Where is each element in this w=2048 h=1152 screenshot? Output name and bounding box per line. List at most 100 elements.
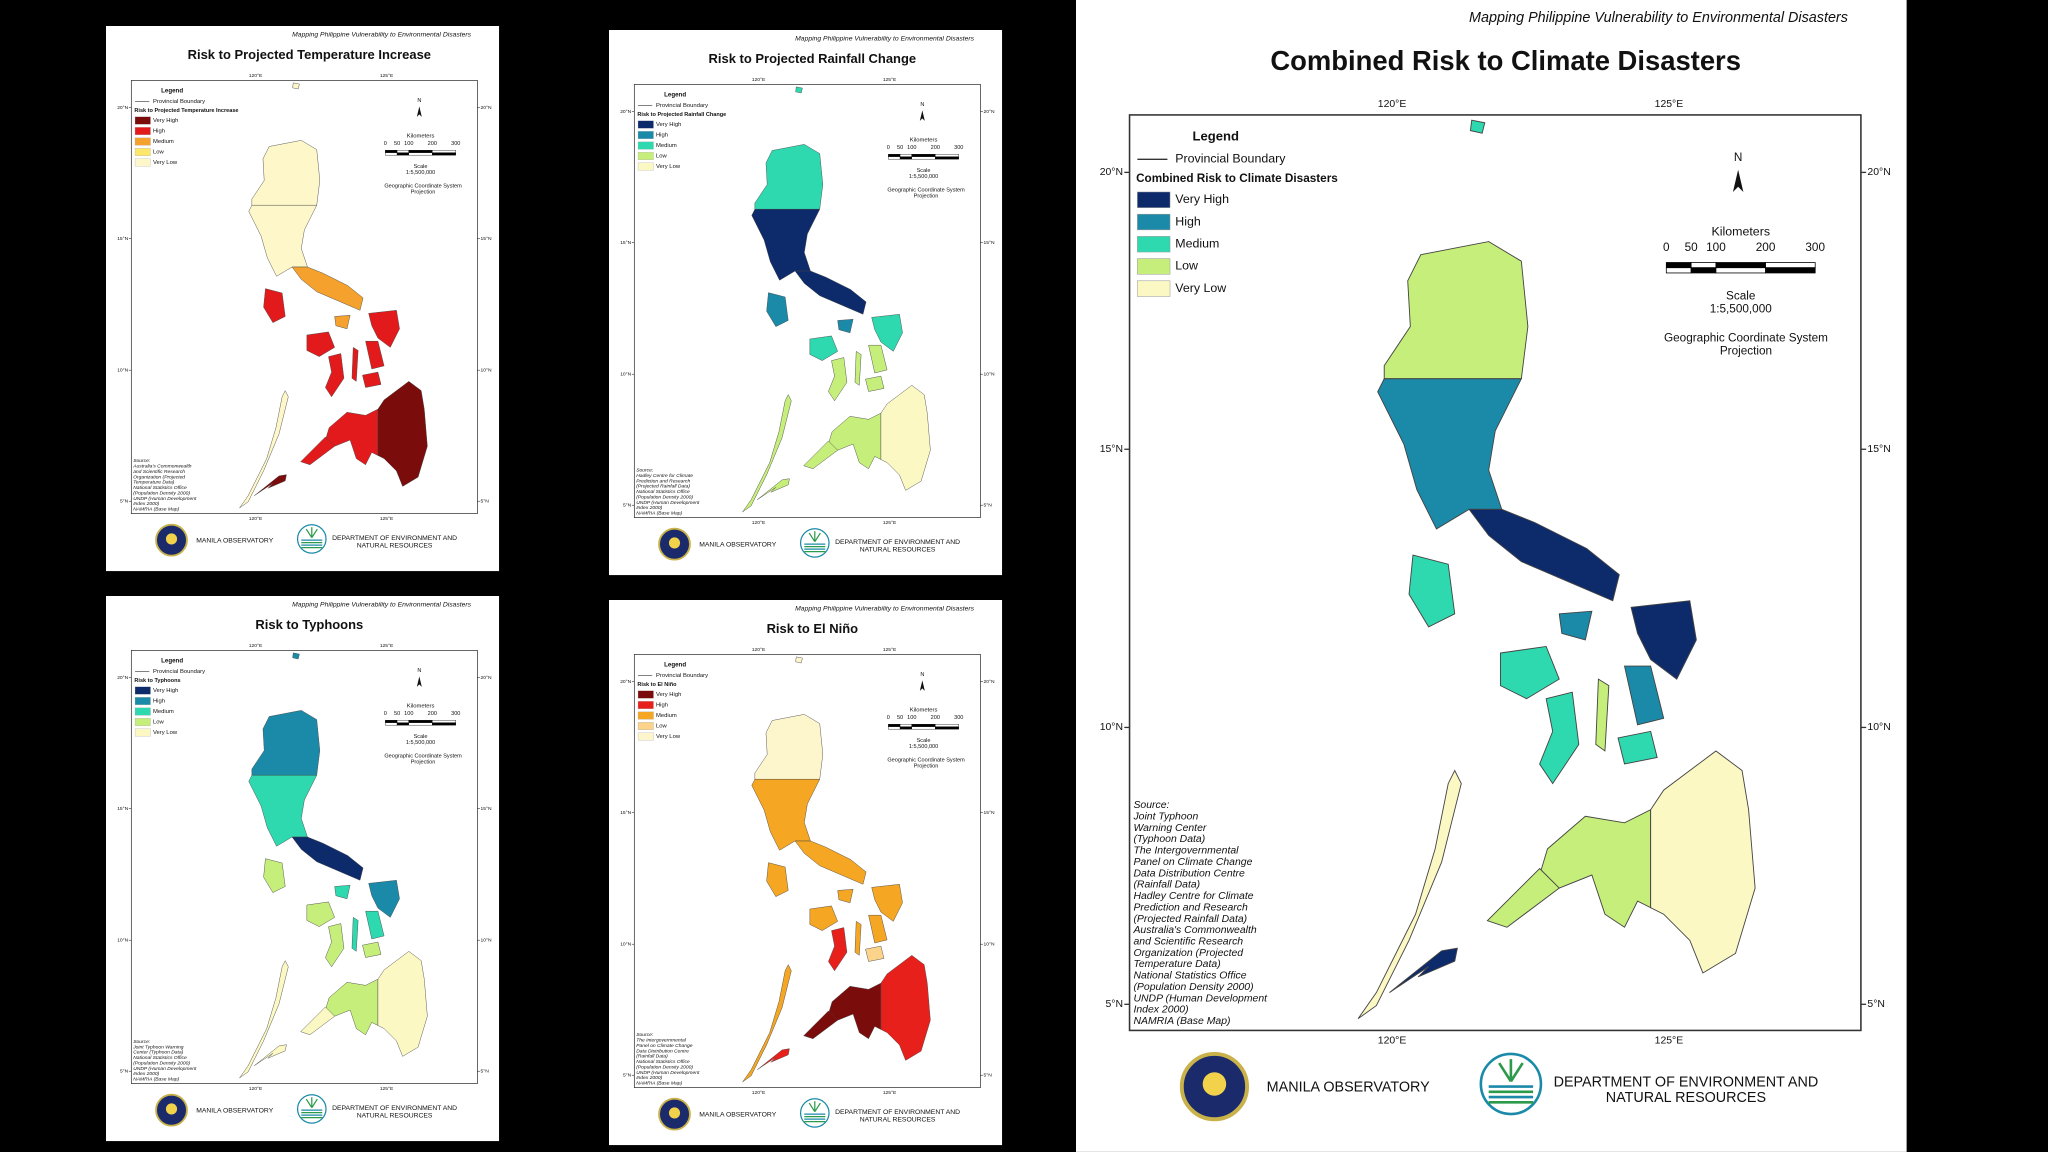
source-line: Data Distribution Centre <box>636 1048 689 1054</box>
region <box>795 86 803 94</box>
scale-tick-label: 0 <box>384 711 387 717</box>
scale-tick-label: 0 <box>887 715 890 721</box>
source-line: Australia's Commonwealth <box>1132 925 1256 936</box>
region <box>368 310 400 348</box>
region <box>794 840 867 885</box>
source-line: Hadley Centre for Climate <box>1133 891 1253 902</box>
scale-segment <box>888 726 901 730</box>
denr-logo <box>1479 1052 1543 1116</box>
legend-swatch <box>637 722 654 730</box>
source-line: (Typhoon Data) <box>1133 834 1205 845</box>
region <box>239 960 289 1079</box>
region <box>334 884 351 900</box>
legend-swatch <box>637 120 654 129</box>
legend-swatch <box>134 697 151 705</box>
lon-label: 125°E <box>1655 1036 1684 1047</box>
legend-swatch <box>134 718 151 726</box>
legend-swatch <box>637 701 654 709</box>
region <box>1595 678 1610 752</box>
scale-tick-label: 100 <box>1706 241 1726 254</box>
region <box>1558 610 1593 641</box>
scale-segment <box>396 152 410 156</box>
scale-tick-label: 100 <box>907 145 916 151</box>
denr-logo-leaf <box>808 531 821 543</box>
lat-label: 10°N <box>620 372 631 378</box>
map-title: Combined Risk to Climate Disasters <box>1270 45 1741 76</box>
scale-segment <box>396 150 410 153</box>
lat-label: 10°N <box>984 372 995 378</box>
scale-segment <box>1665 262 1692 269</box>
region <box>809 335 838 361</box>
denr-logo <box>799 1098 830 1128</box>
lat-label: 5°N <box>984 503 993 509</box>
scale-segment <box>385 150 398 153</box>
scale-tick-label: 50 <box>897 715 903 721</box>
region <box>854 920 862 956</box>
legend-label: Medium <box>153 139 174 145</box>
legend-label: Low <box>153 150 165 156</box>
legend-swatch <box>637 131 654 139</box>
panel-background <box>106 26 500 572</box>
source-line: (Population Density 2000) <box>636 494 693 500</box>
scale-ratio: Scale <box>414 164 428 170</box>
scale-tick-label: 50 <box>1685 241 1699 254</box>
scale-tick-label: 200 <box>428 141 437 147</box>
legend-label: Very Low <box>153 160 178 166</box>
source-line: and Scientific Research <box>133 469 185 475</box>
source-line: (Population Density 2000) <box>133 490 190 496</box>
region <box>292 82 300 90</box>
lat-label: 10°N <box>117 368 128 374</box>
lon-label: 120°E <box>249 643 263 649</box>
north-label: N <box>1734 151 1743 164</box>
projection-label: Geographic Coordinate System <box>1664 331 1828 344</box>
source-line: Australia's Commonwealth <box>132 464 192 470</box>
lon-label: 120°E <box>1378 99 1407 110</box>
scale-segment <box>911 154 936 157</box>
lon-label: 120°E <box>249 516 263 522</box>
lat-label: 20°N <box>620 109 631 115</box>
scale-segment <box>1690 267 1717 274</box>
scale-ratio: 1:5,500,000 <box>406 740 435 746</box>
scale-tick-label: 300 <box>954 715 963 721</box>
scale-segment <box>396 720 410 723</box>
legend-label: Medium <box>656 143 677 149</box>
projection-label: Projection <box>411 190 436 196</box>
source-line: UNDP (Human Development <box>1133 993 1268 1004</box>
header: Mapping Philippine Vulnerability to Envi… <box>292 31 472 38</box>
legend-label: Very High <box>153 688 178 694</box>
source-line: Prediction and Research <box>1133 902 1247 913</box>
legend-label: Low <box>656 154 668 160</box>
lon-label: 120°E <box>1378 1036 1407 1047</box>
observatory-logo-sun <box>1202 1072 1227 1096</box>
region <box>254 1044 287 1066</box>
region <box>239 390 289 509</box>
lat-label: 10°N <box>481 938 492 944</box>
panel-background <box>609 600 1003 1146</box>
source-line: (Population Density 2000) <box>133 1060 190 1066</box>
denr-logo-leaf <box>305 527 318 539</box>
legend-label: High <box>1175 214 1201 228</box>
lat-label: 15°N <box>620 240 631 246</box>
region <box>757 1048 790 1070</box>
region <box>880 955 931 1061</box>
lat-label: 20°N <box>984 679 995 685</box>
region <box>377 381 428 487</box>
legend-swatch <box>134 127 151 135</box>
region <box>742 964 792 1083</box>
legend-swatch <box>134 686 151 695</box>
legend-swatch <box>134 158 151 167</box>
source-line: National Statistics Office <box>1133 971 1246 982</box>
header: Mapping Philippine Vulnerability to Envi… <box>795 605 975 612</box>
legend-heading: Legend <box>664 662 686 669</box>
lat-label: 5°N <box>984 1073 993 1079</box>
scale-segment <box>899 724 913 727</box>
denr-logo <box>799 528 830 558</box>
source-line: National Statistics Office <box>636 489 690 495</box>
region <box>794 270 867 315</box>
scale-segment <box>432 150 456 153</box>
denr-logo-leaf <box>808 1101 821 1113</box>
legend-label: Very Low <box>1175 281 1226 295</box>
legend-label: High <box>153 129 165 135</box>
map-title: Risk to El Niño <box>767 621 859 636</box>
